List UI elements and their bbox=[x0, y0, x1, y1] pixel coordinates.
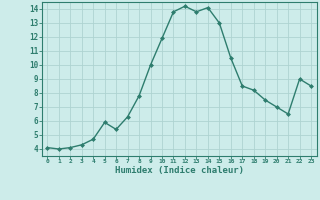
X-axis label: Humidex (Indice chaleur): Humidex (Indice chaleur) bbox=[115, 166, 244, 175]
